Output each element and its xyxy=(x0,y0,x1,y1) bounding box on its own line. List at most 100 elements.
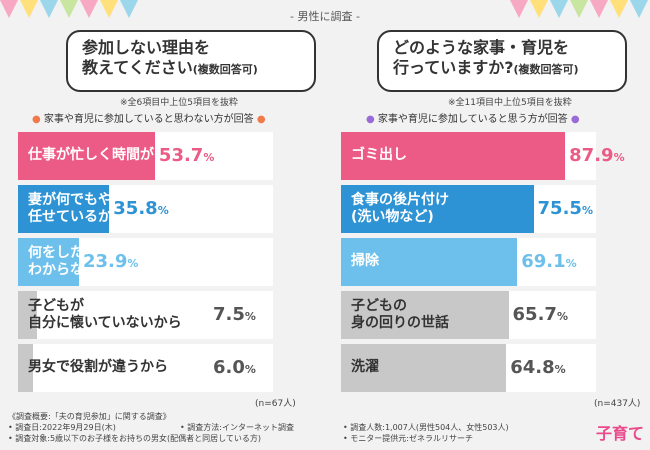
footer-col-1: • 調査日:2022年9月29日(木) • 調査対象:5歳以下のお子様をお持ちの… xyxy=(8,422,261,444)
bar-value-number: 64.8 xyxy=(510,357,555,378)
bar xyxy=(18,344,34,392)
bar-label-line: 男女で役割が違うから xyxy=(28,359,168,375)
bullet-dot-icon: ● xyxy=(256,114,266,125)
footer-line: • 調査対象:5歳以下のお子様をお持ちの男女(配偶者と同居している方) xyxy=(8,434,262,443)
question-box-left: 参加しない理由を 教えてください(複数回答可) xyxy=(66,30,316,92)
bar-value-number: 35.8 xyxy=(113,198,158,219)
bar xyxy=(341,132,566,180)
bar-value-number: 53.7 xyxy=(158,145,204,166)
bar-label-line: 洗濯 xyxy=(351,359,379,375)
sub-note-left: ※全6項目中上位5項目を抜粋 xyxy=(120,98,238,108)
bunting-flag xyxy=(20,0,38,18)
bar-label: 食事の後片付け (洗い物など) xyxy=(351,192,449,226)
footer-title: 《調査概要:「夫の育児参加」に関する調査》 xyxy=(8,412,171,421)
bar-label-line: わからないから xyxy=(28,262,126,278)
bar xyxy=(341,185,534,233)
bar-label: 子どもが 自分に懐いていないから xyxy=(28,298,182,332)
bunting-flag xyxy=(100,0,118,18)
question-line-2: 行っていますか?(複数回答可) xyxy=(393,58,611,80)
question-box-right: どのような家事・育児を 行っていますか?(複数回答可) xyxy=(377,30,627,92)
footer-col-3: • 調査人数:1,007人(男性504人、女性503人) • モニター提供元:ゼ… xyxy=(343,422,509,444)
bar-label: 子どもの 身の回りの世話 xyxy=(351,298,449,332)
bunting-flag xyxy=(120,0,138,18)
bar-value-unit: % xyxy=(581,204,593,217)
bar-label-line: 仕事が忙しく時間がないから xyxy=(28,147,210,163)
bunting-flag xyxy=(550,0,568,18)
logo: 子育て xyxy=(595,424,644,443)
bullet-dot-icon: ● xyxy=(366,114,375,125)
bar-row: 掃除 69.1% xyxy=(341,238,596,286)
bar-value-unit: % xyxy=(613,151,625,164)
bar-row: 子どもが 自分に懐いていないから 7.5% xyxy=(18,291,273,339)
bar xyxy=(341,238,518,286)
survey-header: - 男性に調査 - xyxy=(290,10,360,23)
bar-track xyxy=(18,344,273,392)
bar-label: 掃除 xyxy=(351,253,379,270)
bar-label: ゴミ出し xyxy=(351,147,407,164)
bar-value-unit: % xyxy=(157,204,169,217)
bar-value-number: 69.1 xyxy=(521,251,566,272)
bar-value: 35.8% xyxy=(113,198,168,219)
bar-label-line: 任せているから xyxy=(28,209,126,225)
bar-label-line: 身の回りの世話 xyxy=(351,315,449,331)
question-line: 行っていますか? xyxy=(393,58,514,77)
bar-label: 仕事が忙しく時間がないから xyxy=(28,147,210,164)
bar-value-number: 23.9 xyxy=(82,251,128,272)
bunting-left xyxy=(0,0,140,24)
bunting-flag xyxy=(570,0,588,18)
bar-row: ゴミ出し 87.9% xyxy=(341,132,625,180)
question-line: 教えてください xyxy=(82,58,193,77)
bar-label-line: 子どもの xyxy=(351,298,407,314)
bar-row: 食事の後片付け (洗い物など) 75.5% xyxy=(341,185,596,233)
footer-line: • 調査人数:1,007人(男性504人、女性503人) xyxy=(343,423,509,432)
bunting-flag xyxy=(610,0,628,18)
bullet-dot-icon: ● xyxy=(570,114,580,125)
bunting-flag xyxy=(590,0,608,18)
bar-label-line: 掃除 xyxy=(351,253,379,269)
audience-left: ● 家事や育児に参加していると思わない方が回答 ● xyxy=(32,110,266,125)
bar-label: 洗濯 xyxy=(351,359,379,376)
footer-line: • 調査日:2022年9月29日(木) xyxy=(8,423,116,432)
bar-value-number: 7.5 xyxy=(213,304,245,325)
bar xyxy=(18,132,155,180)
bar-value-number: 65.7 xyxy=(512,304,557,325)
sub-note-right: ※全11項目中上位5項目を抜粋 xyxy=(448,98,572,108)
bar-label-line: 自分に懐いていないから xyxy=(28,315,182,331)
bar-row: 何をしたらいいか わからないから 23.9% xyxy=(18,238,273,286)
bar-value-number: 6.0 xyxy=(213,357,245,378)
bar-label: 妻が何でもやってくれるので 任せているから xyxy=(28,192,209,226)
bunting-flag xyxy=(630,0,648,18)
n-label-right: (n=437人) xyxy=(594,399,641,409)
footer-col-2: • 調査方法:インターネット調査 xyxy=(180,422,294,433)
bar-label-line: 子どもが xyxy=(28,298,84,314)
bar xyxy=(18,185,110,233)
bar-label-line: ゴミ出し xyxy=(351,147,407,163)
footer-line: • 調査方法:インターネット調査 xyxy=(180,423,294,432)
bar-value-number: 87.9 xyxy=(569,145,614,166)
bar-value: 53.7% xyxy=(159,145,214,166)
bar-value-unit: % xyxy=(127,257,139,270)
bar-value-unit: % xyxy=(556,310,568,323)
bar-row: 洗濯 64.8% xyxy=(341,344,596,392)
bar-value-unit: % xyxy=(244,363,256,376)
question-note: (複数回答可) xyxy=(192,63,258,76)
bar-value: 69.1% xyxy=(521,251,576,272)
bar-label-line: 妻が何でもやってくれるので xyxy=(28,192,209,208)
bar xyxy=(18,291,38,339)
bar-value-unit: % xyxy=(203,151,215,164)
bar-row: 子どもの 身の回りの世話 65.7% xyxy=(341,291,596,339)
bar-value-unit: % xyxy=(244,310,256,323)
question-line-2: 教えてください(複数回答可) xyxy=(82,58,300,80)
bar-label: 何をしたらいいか わからないから xyxy=(28,245,140,279)
audience-right: ● 家事や育児に参加していると思う方が回答 ● xyxy=(366,110,580,125)
question-line: 参加しない理由を xyxy=(82,38,211,57)
audience-text: 家事や育児に参加していると思う方が回答 xyxy=(377,114,568,125)
bar xyxy=(18,238,79,286)
bunting-flag xyxy=(530,0,548,18)
bar-label-line: 食事の後片付け xyxy=(351,192,449,208)
bunting-flag xyxy=(40,0,58,18)
audience-text: 家事や育児に参加していると思わない方が回答 xyxy=(43,114,254,125)
bar-value: 23.9% xyxy=(83,251,138,272)
survey-overview: 《調査概要:「夫の育児参加」に関する調査》 • 調査日:2022年9月29日(木… xyxy=(8,411,648,443)
bar-label-line: 何をしたらいいか xyxy=(28,245,140,261)
